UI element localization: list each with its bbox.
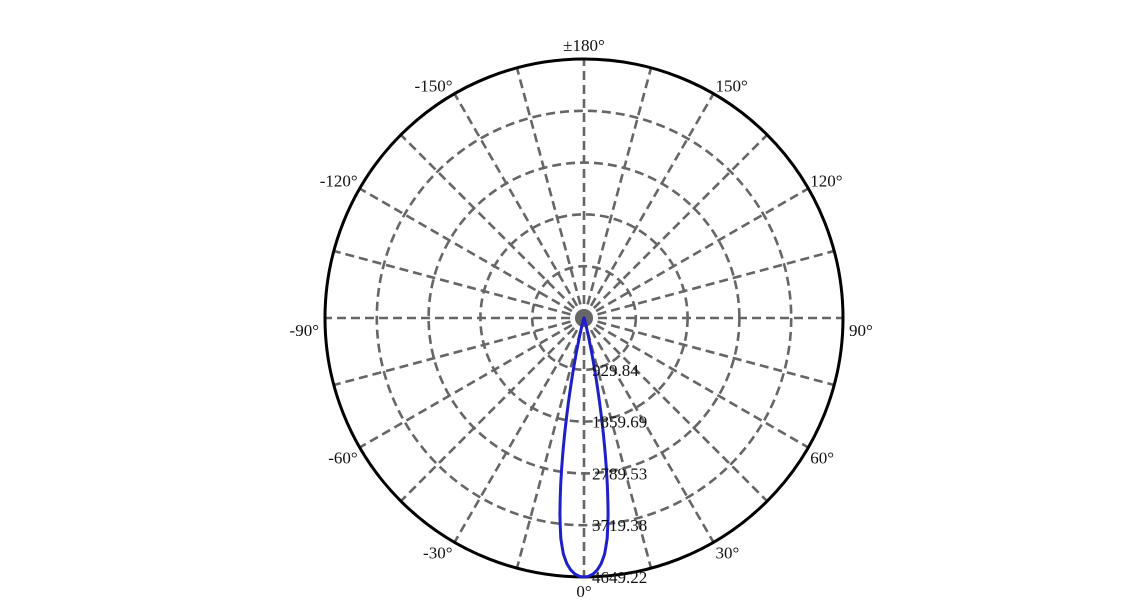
- angular-gridline: [333, 249, 585, 320]
- angle-tick-label: -120°: [320, 172, 358, 191]
- angular-gridlines: [325, 59, 843, 577]
- radial-gridline: [479, 213, 689, 423]
- angular-gridline: [453, 93, 586, 319]
- angular-gridline: [583, 317, 769, 503]
- angle-tick-label: -150°: [415, 77, 453, 96]
- radial-gridline: [530, 264, 638, 372]
- angular-gridline: [399, 317, 585, 503]
- radial-gridlines: [375, 109, 793, 527]
- angle-tick-label: -60°: [328, 449, 357, 468]
- angular-gridline: [399, 133, 585, 319]
- radial-tick-label: 929.84: [592, 361, 639, 380]
- radial-tick-label: 1859.69: [592, 413, 647, 432]
- angular-gridline: [453, 317, 586, 543]
- angular-gridline: [582, 93, 715, 319]
- angular-gridline: [359, 316, 585, 449]
- series-layer: [558, 316, 610, 579]
- angular-gridline: [583, 249, 835, 320]
- radial-gridline: [427, 161, 741, 475]
- angle-tick-labels: 0° 30° 60° 90° 120° 150° ±180° -150° -120° -90° -6…: [290, 36, 873, 601]
- angle-tick-label: 30°: [716, 543, 740, 562]
- angular-gridline: [582, 317, 715, 543]
- radial-tick-label: 2789.53: [592, 464, 647, 483]
- angle-tick-label: -30°: [423, 543, 452, 562]
- angular-gridline: [359, 187, 585, 320]
- radial-gridline: [375, 109, 793, 527]
- series-line: [558, 316, 610, 579]
- angular-gridline: [515, 317, 586, 569]
- angle-tick-label: 60°: [810, 449, 834, 468]
- angle-tick-label: ±180°: [563, 36, 605, 55]
- radial-tick-label: 3719.38: [592, 516, 647, 535]
- angular-gridline: [333, 316, 585, 387]
- angle-tick-label: 90°: [849, 321, 873, 340]
- angle-tick-label: 120°: [810, 172, 842, 191]
- angle-tick-label: 0°: [576, 582, 591, 601]
- angle-tick-label: 150°: [716, 77, 748, 96]
- angular-gridline: [582, 67, 653, 319]
- angular-gridline: [515, 67, 586, 319]
- angle-tick-label: -90°: [290, 321, 319, 340]
- angular-gridline: [583, 133, 769, 319]
- angular-gridline: [583, 316, 809, 449]
- angular-gridline: [582, 317, 653, 569]
- angular-gridline: [583, 187, 809, 320]
- radial-tick-label: 4649.22: [592, 568, 647, 587]
- angular-gridline: [583, 316, 835, 387]
- radial-tick-labels: 929.84 1859.69 2789.53 3719.38 4649.22: [592, 361, 647, 587]
